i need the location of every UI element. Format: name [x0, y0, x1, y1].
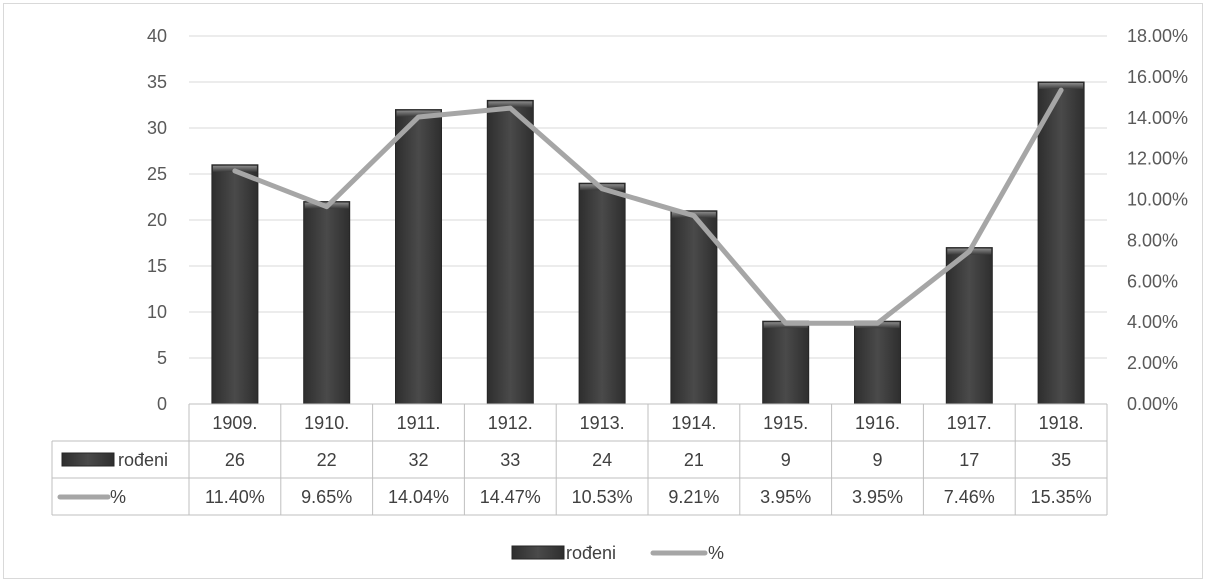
bar-1913 — [578, 182, 626, 405]
category-label: 1916. — [855, 413, 900, 433]
bar-value-label: 22 — [317, 450, 337, 470]
left-tick-label: 20 — [147, 210, 167, 230]
bar-value-label: 32 — [408, 450, 428, 470]
legend-label-line: % — [708, 543, 724, 563]
right-tick-label: 2.00% — [1127, 353, 1178, 373]
bar-1910 — [303, 201, 351, 405]
line-value-label: 9.65% — [301, 487, 352, 507]
left-axis-ticks: 0 5 10 15 20 25 30 35 40 — [147, 26, 167, 414]
left-tick-label: 25 — [147, 164, 167, 184]
right-axis-ticks: 0.00% 2.00% 4.00% 6.00% 8.00% 10.00% 12.00% 14.… — [1127, 26, 1188, 414]
line-value-label: 14.47% — [480, 487, 541, 507]
bar-value-label: 33 — [500, 450, 520, 470]
category-label: 1917. — [947, 413, 992, 433]
left-tick-label: 10 — [147, 302, 167, 322]
line-value-label: 15.35% — [1031, 487, 1092, 507]
right-tick-label: 12.00% — [1127, 149, 1188, 169]
bar-1915 — [762, 320, 810, 405]
category-label: 1914. — [671, 413, 716, 433]
category-label: 1918. — [1039, 413, 1084, 433]
line-point — [600, 187, 604, 191]
left-tick-label: 35 — [147, 72, 167, 92]
bar-1909 — [211, 164, 259, 405]
left-tick-label: 40 — [147, 26, 167, 46]
right-tick-label: 10.00% — [1127, 190, 1188, 210]
bar-1911 — [395, 109, 442, 405]
chart-frame — [3, 3, 1203, 579]
right-tick-label: 18.00% — [1127, 26, 1188, 46]
bar-key-icon — [61, 452, 115, 467]
left-tick-label: 5 — [157, 348, 167, 368]
right-tick-label: 14.00% — [1127, 108, 1188, 128]
bar-value-label: 26 — [225, 450, 245, 470]
line-value-label: 3.95% — [760, 487, 811, 507]
left-tick-label: 15 — [147, 256, 167, 276]
line-value-label: 11.40% — [205, 487, 265, 507]
bar-1918 — [1037, 81, 1085, 405]
data-table: 1909. 1910. 1911. 1912. 1913. 1914. 1915. 1916.… — [51, 403, 1108, 516]
series-label-line: % — [110, 487, 126, 507]
line-point — [967, 249, 971, 253]
percent-line — [232, 87, 1064, 326]
bar-value-label: 9 — [872, 450, 882, 470]
line-point — [784, 321, 788, 325]
line-point — [1059, 88, 1063, 92]
bar-series — [211, 81, 1085, 405]
line-value-label: 3.95% — [852, 487, 903, 507]
right-tick-label: 4.00% — [1127, 312, 1178, 332]
bar-bevel — [488, 101, 533, 108]
right-tick-label: 16.00% — [1127, 67, 1188, 87]
line-point — [508, 106, 512, 110]
bar-1912 — [486, 99, 534, 405]
category-label: 1915. — [763, 413, 808, 433]
bar-1917 — [945, 247, 993, 405]
series-label-bars: rođeni — [118, 450, 168, 470]
line-point — [692, 214, 696, 218]
left-tick-label: 0 — [157, 394, 167, 414]
category-label: 1910. — [304, 413, 349, 433]
line-point — [325, 205, 329, 209]
bar-value-label: 21 — [684, 450, 704, 470]
line-value-label: 9.21% — [668, 487, 719, 507]
line-point — [876, 321, 879, 325]
line-point — [417, 115, 420, 119]
category-label: 1911. — [397, 413, 441, 433]
bar-bevel — [1039, 83, 1084, 89]
right-tick-label: 0.00% — [1127, 394, 1178, 414]
right-tick-label: 8.00% — [1127, 230, 1178, 250]
category-label: 1913. — [580, 413, 625, 433]
bar-value-label: 35 — [1051, 450, 1071, 470]
line-series — [232, 87, 1064, 326]
bar-1916 — [854, 320, 901, 405]
category-label: 1909. — [212, 413, 257, 433]
line-value-label: 14.04% — [388, 487, 449, 507]
bar-value-label: 9 — [781, 450, 791, 470]
legend-bar-icon — [511, 545, 565, 560]
line-value-label: 7.46% — [944, 487, 995, 507]
right-tick-label: 6.00% — [1127, 271, 1178, 291]
bar-value-label: 17 — [959, 450, 979, 470]
legend: rođeni% — [511, 543, 724, 563]
line-value-label: 10.53% — [572, 487, 633, 507]
category-label: 1912. — [488, 413, 533, 433]
line-point — [233, 169, 237, 173]
legend-label-bars: rođeni — [566, 543, 616, 563]
bar-bevel — [396, 110, 441, 117]
left-tick-label: 30 — [147, 118, 167, 138]
bar-value-label: 24 — [592, 450, 612, 470]
bar-1914 — [670, 210, 718, 405]
